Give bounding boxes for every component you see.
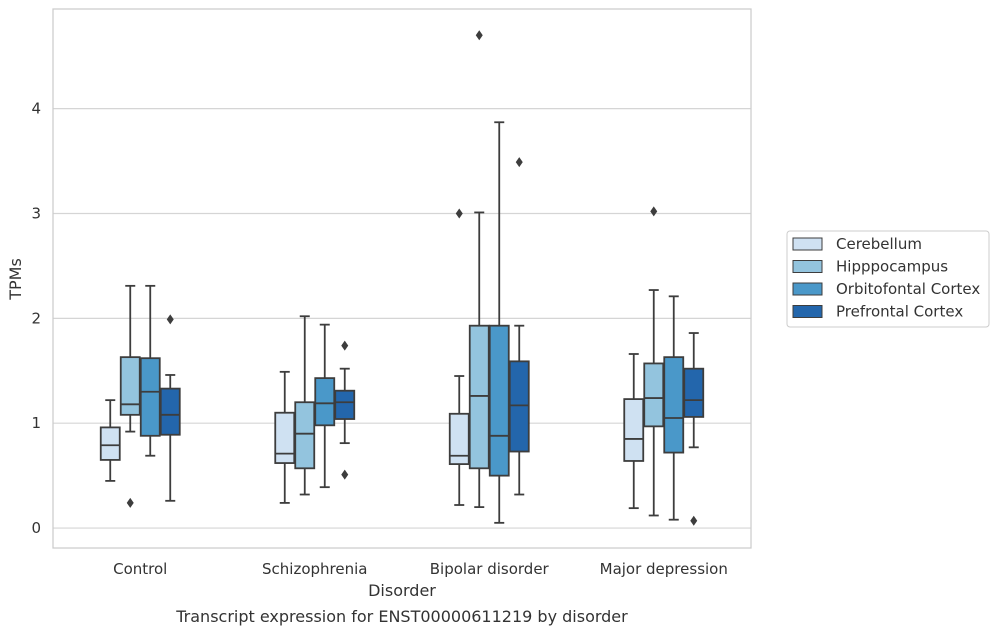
outlier-point (126, 497, 134, 508)
box-2-0 (139, 284, 161, 457)
box-body (508, 360, 530, 453)
x-tick-label: Bipolar disorder (430, 560, 550, 578)
legend-label: Hipppocampus (836, 258, 948, 276)
x-axis-title: Disorder (368, 581, 436, 600)
y-axis-title: TPMs (6, 258, 25, 301)
box-1-0 (119, 284, 141, 508)
box-body (274, 411, 296, 464)
outlier-point (475, 30, 483, 41)
box-2-3 (663, 295, 685, 521)
legend: Cerebellum Hipppocampus Orbitofontal Corte… (786, 230, 990, 328)
legend-swatch (792, 237, 823, 251)
box-3-3 (683, 332, 705, 526)
plot-background (53, 9, 751, 548)
box-body (119, 356, 141, 416)
y-tick-label: 1 (31, 414, 41, 432)
outlier-point (341, 340, 349, 351)
box-body (159, 387, 181, 436)
legend-frame (786, 230, 990, 328)
box-1-3 (643, 206, 665, 517)
outlier-point (690, 515, 698, 526)
legend-swatch (792, 260, 823, 273)
y-tick-label: 3 (31, 204, 41, 222)
legend-label: Prefrontal Cortex (836, 303, 963, 321)
box-1-1 (294, 315, 316, 496)
box-body (683, 367, 705, 418)
x-tick-label: Schizophrenia (262, 560, 367, 578)
box-1-2 (468, 30, 490, 509)
outlier-point (166, 314, 174, 325)
chart-title: Transcript expression for ENST0000061121… (175, 607, 628, 626)
box-body (314, 377, 336, 427)
outlier-point (650, 206, 658, 217)
box-body (139, 357, 161, 437)
box-0-0 (99, 399, 121, 482)
y-tick-label: 2 (31, 309, 41, 327)
outlier-point (515, 157, 523, 168)
y-tick-label: 4 (31, 100, 41, 118)
box-body (488, 324, 510, 477)
box-body (663, 356, 685, 454)
box-0-1 (274, 370, 296, 504)
x-tick-label: Control (113, 560, 167, 578)
box-3-2 (508, 157, 530, 496)
x-tick-labels: Control Schizophrenia Bipolar disorder Majo… (113, 560, 728, 578)
box-body (623, 398, 645, 462)
outlier-point (341, 469, 349, 480)
box-0-3 (623, 353, 645, 510)
box-3-1 (334, 340, 356, 480)
box-0-2 (448, 208, 470, 506)
box-body (99, 426, 121, 461)
outlier-point (455, 208, 463, 219)
box-body (294, 401, 316, 470)
box-series (99, 30, 705, 526)
legend-label: Cerebellum (836, 235, 922, 253)
box-2-1 (314, 323, 336, 489)
x-tick-label: Major depression (600, 560, 728, 578)
plot-frame (52, 8, 752, 549)
box-body (448, 412, 470, 466)
box-body (468, 324, 490, 470)
legend-swatch (792, 305, 823, 318)
box-body (334, 389, 356, 420)
y-tick-label: 0 (31, 519, 41, 537)
legend-label: Orbitofontal Cortex (836, 280, 980, 298)
box-body (643, 362, 665, 428)
legend-swatch (792, 282, 823, 296)
box-3-0 (159, 314, 181, 502)
y-tick-labels: 0 1 2 3 4 (31, 100, 41, 537)
box-2-2 (488, 121, 510, 524)
